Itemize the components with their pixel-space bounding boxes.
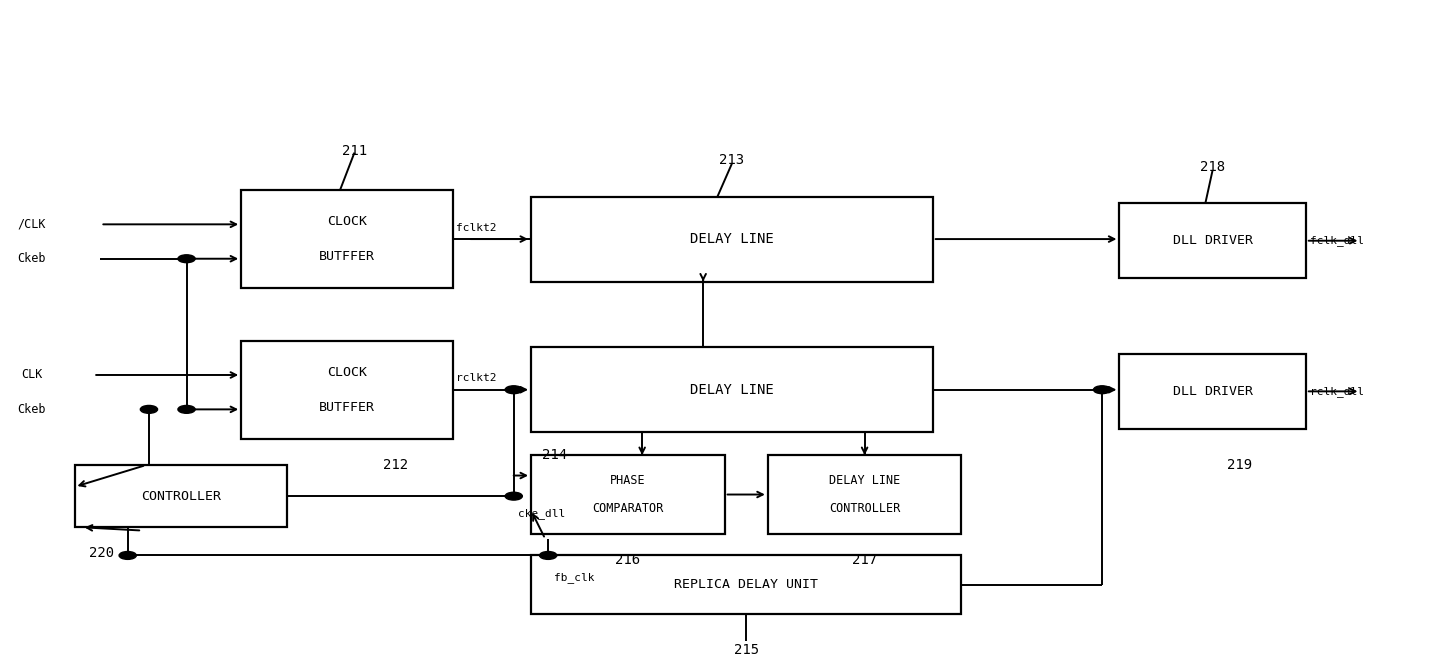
Text: BUTFFER: BUTFFER (319, 401, 376, 414)
Bar (531, 196, 933, 282)
Text: 215: 215 (733, 643, 759, 655)
Circle shape (141, 405, 158, 413)
Text: Ckeb: Ckeb (17, 252, 46, 265)
Text: CLOCK: CLOCK (327, 365, 367, 379)
Circle shape (178, 255, 195, 263)
Bar (241, 190, 453, 288)
Bar (1119, 203, 1306, 278)
Text: 212: 212 (383, 458, 409, 472)
Bar (1119, 354, 1306, 429)
Text: DLL DRIVER: DLL DRIVER (1172, 234, 1253, 247)
Circle shape (505, 386, 522, 394)
Text: COMPARATOR: COMPARATOR (593, 502, 663, 515)
Text: DELAY LINE: DELAY LINE (690, 232, 773, 246)
Text: CLOCK: CLOCK (327, 215, 367, 228)
Text: 216: 216 (616, 553, 640, 567)
Text: CONTROLLER: CONTROLLER (141, 490, 221, 502)
Text: PHASE: PHASE (610, 474, 646, 487)
Text: CONTROLLER: CONTROLLER (829, 502, 900, 515)
Text: fclkt2: fclkt2 (456, 223, 497, 233)
Text: DELAY LINE: DELAY LINE (690, 383, 773, 397)
Circle shape (505, 493, 522, 500)
Text: rclk_dll: rclk_dll (1310, 386, 1365, 397)
Bar (75, 465, 287, 527)
Bar (531, 455, 725, 534)
Text: REPLICA DELAY UNIT: REPLICA DELAY UNIT (674, 578, 818, 591)
Text: fclk_dll: fclk_dll (1310, 235, 1365, 246)
Bar (531, 555, 961, 614)
Text: 218: 218 (1200, 160, 1225, 174)
Bar (768, 455, 961, 534)
Text: rclkt2: rclkt2 (456, 373, 497, 383)
Circle shape (178, 405, 195, 413)
Text: 217: 217 (852, 553, 877, 567)
Text: /CLK: /CLK (17, 218, 46, 231)
Circle shape (119, 552, 136, 559)
Bar (241, 341, 453, 439)
Text: 211: 211 (342, 143, 367, 158)
Circle shape (1093, 386, 1111, 394)
Text: 219: 219 (1227, 458, 1253, 472)
Text: 214: 214 (542, 448, 568, 462)
Text: fb_clk: fb_clk (554, 572, 594, 583)
Text: CLK: CLK (22, 369, 43, 381)
Text: DELAY LINE: DELAY LINE (829, 474, 900, 487)
Text: 213: 213 (719, 153, 745, 168)
Circle shape (540, 552, 557, 559)
Text: DLL DRIVER: DLL DRIVER (1172, 385, 1253, 398)
Text: 220: 220 (89, 546, 115, 561)
Text: Ckeb: Ckeb (17, 403, 46, 416)
Text: cke_dll: cke_dll (518, 508, 565, 519)
Bar (531, 347, 933, 432)
Text: BUTFFER: BUTFFER (319, 250, 376, 263)
